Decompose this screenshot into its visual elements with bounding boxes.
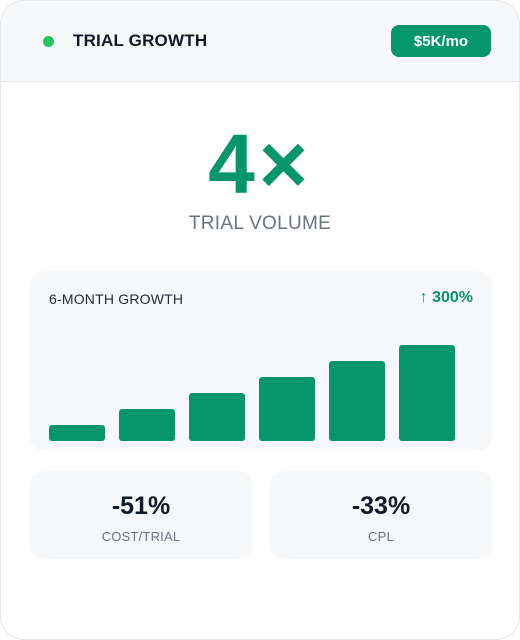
chart-title: 6-MONTH GROWTH xyxy=(49,291,184,307)
stat-card-cost-trial: -51% COST/TRIAL xyxy=(29,471,253,559)
chart-change-badge: ↑ 300% xyxy=(419,289,473,306)
price-badge: $5K/mo xyxy=(391,25,491,57)
stat-card-cpl: -33% CPL xyxy=(269,471,493,559)
bar-3 xyxy=(189,393,245,441)
bar-6 xyxy=(399,345,455,441)
growth-bar-chart xyxy=(49,345,455,441)
hero-label: TRIAL VOLUME xyxy=(188,213,332,234)
card-header: TRIAL GROWTH $5K/mo xyxy=(1,1,519,82)
card-title: TRIAL GROWTH xyxy=(73,31,208,50)
stat-value: -33% xyxy=(351,492,411,520)
bar-5 xyxy=(329,361,385,441)
bar-2 xyxy=(119,409,175,441)
bar-4 xyxy=(259,377,315,441)
stat-label: CPL xyxy=(368,529,394,544)
status-dot-icon xyxy=(43,36,54,47)
hero-value: 4× xyxy=(208,117,312,211)
bar-1 xyxy=(49,425,105,441)
stat-label: COST/TRIAL xyxy=(101,529,181,544)
stat-value: -51% xyxy=(111,492,171,520)
growth-chart-panel: 6-MONTH GROWTH ↑ 300% xyxy=(29,271,493,451)
